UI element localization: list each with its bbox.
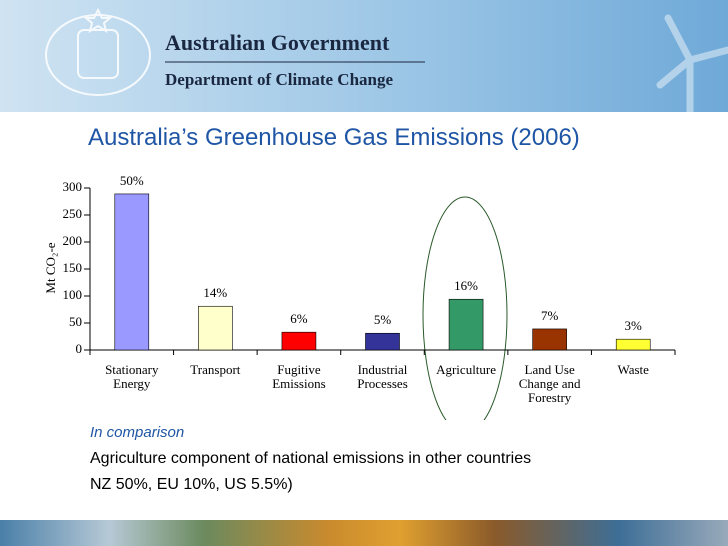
header: Australian Government Department of Clim… (0, 0, 728, 112)
share-label: 6% (290, 311, 308, 326)
highlight-ellipse (422, 196, 508, 420)
department: Department of Climate Change (165, 70, 394, 89)
y-axis-label: Mt CO₂-e (43, 242, 58, 293)
chart: Mt CO₂-e 0 50 100 150 200 250 300 50% 14% 6% 5% 16%… (43, 173, 676, 420)
share-label: 7% (541, 308, 559, 323)
organization: Australian Government (165, 30, 390, 55)
share-label: 16% (454, 278, 478, 293)
bar (281, 331, 317, 351)
notes-line: Agriculture component of national emissi… (90, 450, 532, 467)
x-tick-label: Stationary Energy (105, 362, 159, 391)
y-tick-label: 150 (63, 260, 83, 275)
x-tick-label: Waste (617, 362, 649, 377)
y-tick-label: 250 (63, 206, 83, 221)
x-tick-label: Agriculture (436, 362, 497, 377)
share-label: 5% (374, 312, 392, 327)
share-label: 3% (625, 318, 643, 333)
notes-heading: In comparison (90, 424, 185, 441)
share-label: 14% (203, 285, 227, 300)
y-tick-label: 300 (63, 179, 83, 194)
y-tick-label: 100 (63, 287, 83, 302)
x-tick-label: Land Use Change and Forestry (518, 362, 581, 405)
x-tick-label: Fugitive Emissions (272, 362, 326, 391)
x-tick-label: Transport (190, 362, 241, 377)
notes-line: NZ 50%, EU 10%, US 5.5%) (90, 476, 293, 493)
turbine (656, 14, 728, 112)
y-tick-label: 50 (69, 314, 82, 329)
bar (365, 332, 400, 351)
y-tick-label: 0 (76, 341, 83, 356)
bar (448, 298, 484, 351)
share-label: 50% (120, 173, 144, 188)
chart-title: Australia’s Greenhouse Gas Emissions (20… (88, 124, 580, 151)
header-art (45, 7, 728, 112)
bar (114, 193, 150, 351)
x-tick-label: Industrial Processes (357, 362, 408, 391)
bar (198, 305, 233, 351)
footer-images (0, 520, 728, 546)
bar (532, 328, 567, 351)
coat-of-arms (45, 7, 151, 96)
bar (615, 338, 651, 351)
y-tick-label: 200 (63, 233, 83, 248)
